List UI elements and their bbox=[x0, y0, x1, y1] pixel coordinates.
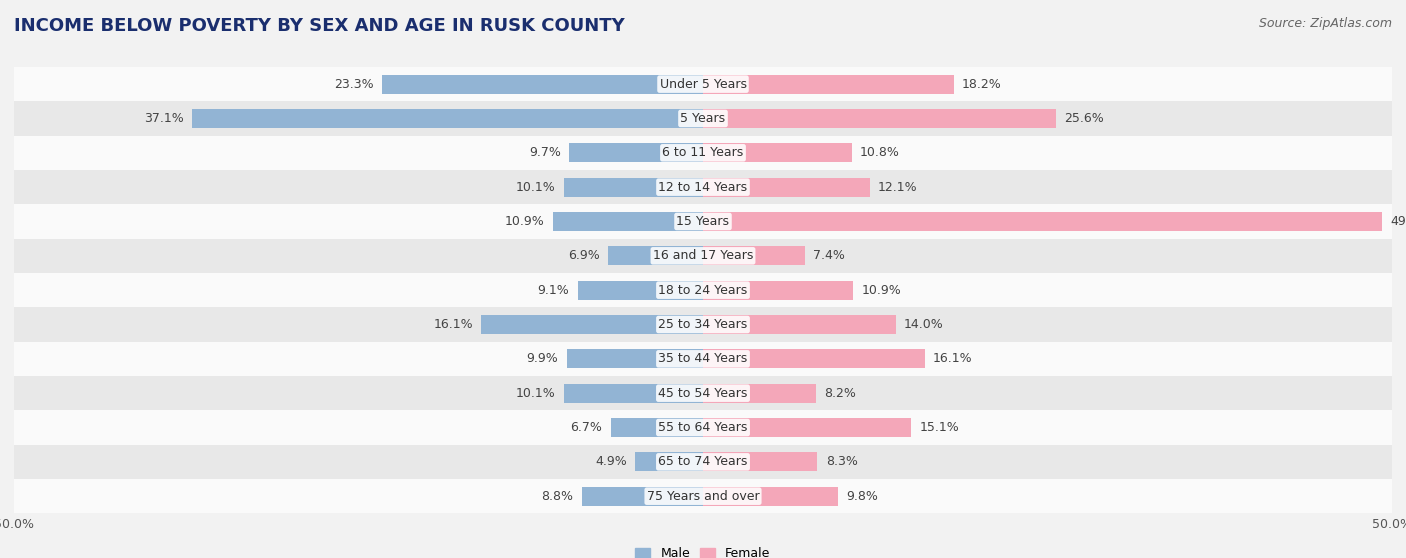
Text: 16 and 17 Years: 16 and 17 Years bbox=[652, 249, 754, 262]
Bar bbox=[610, 418, 703, 437]
Bar bbox=[14, 136, 1392, 170]
Text: 12 to 14 Years: 12 to 14 Years bbox=[658, 181, 748, 194]
Bar bbox=[569, 143, 703, 162]
Bar bbox=[14, 67, 1392, 102]
Text: 45 to 54 Years: 45 to 54 Years bbox=[658, 387, 748, 400]
Text: 25 to 34 Years: 25 to 34 Years bbox=[658, 318, 748, 331]
Bar bbox=[703, 177, 870, 196]
Bar bbox=[636, 453, 703, 472]
Bar bbox=[703, 487, 838, 506]
Text: 6.9%: 6.9% bbox=[568, 249, 599, 262]
Bar bbox=[14, 445, 1392, 479]
Bar bbox=[607, 247, 703, 265]
Bar bbox=[14, 170, 1392, 204]
Legend: Male, Female: Male, Female bbox=[630, 542, 776, 558]
Bar bbox=[14, 341, 1392, 376]
Bar bbox=[578, 281, 703, 300]
Bar bbox=[191, 109, 703, 128]
Bar bbox=[703, 247, 806, 265]
Bar bbox=[14, 410, 1392, 445]
Text: 10.9%: 10.9% bbox=[505, 215, 544, 228]
Bar bbox=[564, 384, 703, 403]
Text: Source: ZipAtlas.com: Source: ZipAtlas.com bbox=[1258, 17, 1392, 30]
Text: 5 Years: 5 Years bbox=[681, 112, 725, 125]
Text: 10.1%: 10.1% bbox=[516, 181, 555, 194]
Bar bbox=[703, 315, 896, 334]
Bar bbox=[14, 239, 1392, 273]
Bar bbox=[14, 307, 1392, 341]
Text: 10.1%: 10.1% bbox=[516, 387, 555, 400]
Text: 10.9%: 10.9% bbox=[862, 283, 901, 297]
Text: 49.3%: 49.3% bbox=[1391, 215, 1406, 228]
Text: 18 to 24 Years: 18 to 24 Years bbox=[658, 283, 748, 297]
Text: 9.1%: 9.1% bbox=[537, 283, 569, 297]
Text: 12.1%: 12.1% bbox=[877, 181, 918, 194]
Text: 16.1%: 16.1% bbox=[433, 318, 472, 331]
Text: 4.9%: 4.9% bbox=[596, 455, 627, 468]
Bar bbox=[564, 177, 703, 196]
Text: 35 to 44 Years: 35 to 44 Years bbox=[658, 352, 748, 365]
Bar bbox=[14, 273, 1392, 307]
Bar bbox=[553, 212, 703, 231]
Text: 25.6%: 25.6% bbox=[1064, 112, 1104, 125]
Bar bbox=[703, 143, 852, 162]
Text: 37.1%: 37.1% bbox=[143, 112, 184, 125]
Text: 7.4%: 7.4% bbox=[813, 249, 845, 262]
Text: 9.8%: 9.8% bbox=[846, 490, 879, 503]
Text: 15.1%: 15.1% bbox=[920, 421, 959, 434]
Text: 55 to 64 Years: 55 to 64 Years bbox=[658, 421, 748, 434]
Text: Under 5 Years: Under 5 Years bbox=[659, 78, 747, 90]
Bar bbox=[14, 376, 1392, 410]
Bar bbox=[703, 75, 953, 94]
Bar bbox=[14, 102, 1392, 136]
Bar bbox=[582, 487, 703, 506]
Bar bbox=[703, 384, 815, 403]
Text: 15 Years: 15 Years bbox=[676, 215, 730, 228]
Bar bbox=[481, 315, 703, 334]
Text: 6.7%: 6.7% bbox=[571, 421, 602, 434]
Text: 8.8%: 8.8% bbox=[541, 490, 574, 503]
Bar bbox=[703, 418, 911, 437]
Text: 10.8%: 10.8% bbox=[860, 146, 900, 159]
Text: 6 to 11 Years: 6 to 11 Years bbox=[662, 146, 744, 159]
Bar bbox=[703, 281, 853, 300]
Bar bbox=[703, 453, 817, 472]
Text: 9.9%: 9.9% bbox=[527, 352, 558, 365]
Text: 14.0%: 14.0% bbox=[904, 318, 943, 331]
Bar bbox=[567, 349, 703, 368]
Text: 16.1%: 16.1% bbox=[934, 352, 973, 365]
Text: 8.3%: 8.3% bbox=[825, 455, 858, 468]
Text: INCOME BELOW POVERTY BY SEX AND AGE IN RUSK COUNTY: INCOME BELOW POVERTY BY SEX AND AGE IN R… bbox=[14, 17, 624, 35]
Text: 65 to 74 Years: 65 to 74 Years bbox=[658, 455, 748, 468]
Bar bbox=[703, 349, 925, 368]
Bar bbox=[382, 75, 703, 94]
Bar bbox=[703, 212, 1382, 231]
Text: 9.7%: 9.7% bbox=[529, 146, 561, 159]
Bar bbox=[14, 479, 1392, 513]
Bar bbox=[14, 204, 1392, 239]
Text: 23.3%: 23.3% bbox=[335, 78, 374, 90]
Bar bbox=[703, 109, 1056, 128]
Text: 18.2%: 18.2% bbox=[962, 78, 1002, 90]
Text: 8.2%: 8.2% bbox=[824, 387, 856, 400]
Text: 75 Years and over: 75 Years and over bbox=[647, 490, 759, 503]
